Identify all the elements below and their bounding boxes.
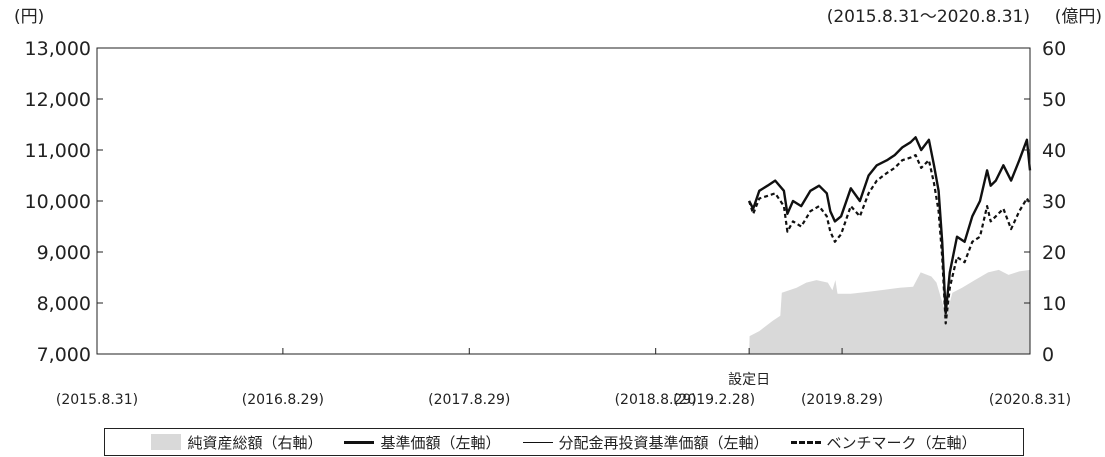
series-line-2 (748, 136, 1031, 314)
x-tick-label: (2018.8.29) (615, 392, 697, 408)
legend-item-nav: 基準価額（左軸） (344, 432, 501, 453)
legend-item-benchmark: ベンチマーク（左軸） (790, 432, 977, 453)
y-right-tick-label: 10 (1042, 293, 1066, 315)
labels-layer: 7,000 8,000 9,000 10,000 11,000 12,000 13,000 0… (14, 7, 1102, 408)
y-left-tick-label: 13,000 (25, 38, 91, 60)
x-tick-label: (2017.8.29) (428, 392, 510, 408)
legend-swatch-benchmark (790, 440, 821, 444)
y-right-tick-label: 60 (1042, 38, 1066, 60)
unit-right-label: (億円) (1055, 7, 1102, 27)
chart: 7,000 8,000 9,000 10,000 11,000 12,000 13,000 0… (14, 7, 1102, 408)
axes-layer (96, 47, 1031, 355)
x-tick-label: (2019.8.29) (801, 392, 883, 408)
line-series-layer (748, 136, 1032, 325)
inception-label: 設定日 (728, 372, 770, 388)
legend-label-benchmark: ベンチマーク（左軸） (826, 433, 977, 452)
x-tick-label: (2016.8.29) (242, 392, 324, 408)
y-left-tick-label: 10,000 (25, 191, 91, 213)
legend-swatch-reinvested-nav (522, 441, 553, 443)
y-right-tick-label: 30 (1042, 191, 1066, 213)
legend-label-reinvested-nav: 分配金再投資基準価額（左軸） (558, 433, 769, 452)
x-tick-label: (2019.2.28) (673, 392, 755, 408)
y-left-tick-label: 7,000 (37, 344, 91, 366)
series-line-3 (748, 154, 1031, 325)
y-right-tick-label: 50 (1042, 89, 1066, 111)
series-area-net-assets (749, 269, 1030, 354)
y-left-tick-label: 9,000 (37, 242, 91, 264)
y-left-tick-label: 8,000 (37, 293, 91, 315)
legend-item-net-assets: 純資産総額（右軸） (151, 432, 322, 453)
y-left-tick-label: 12,000 (25, 89, 91, 111)
legend-label-nav: 基準価額（左軸） (380, 433, 501, 452)
legend-swatch-net-assets (151, 434, 182, 450)
period-label: (2015.8.31～2020.8.31) (827, 7, 1030, 27)
y-right-tick-label: 0 (1042, 344, 1054, 366)
net-assets-area-layer (749, 269, 1030, 354)
y-right-tick-label: 40 (1042, 140, 1066, 162)
y-right-tick-label: 20 (1042, 242, 1066, 264)
unit-left-label: (円) (14, 7, 44, 27)
legend-label-net-assets: 純資産総額（右軸） (187, 433, 323, 452)
y-left-tick-label: 11,000 (25, 140, 91, 162)
x-tick-label: (2020.8.31) (989, 392, 1071, 408)
x-tick-label: (2015.8.31) (56, 392, 138, 408)
legend-swatch-nav (344, 440, 375, 444)
legend-item-reinvested-nav: 分配金再投資基準価額（左軸） (522, 432, 769, 453)
legend: 純資産総額（右軸） 基準価額（左軸） 分配金再投資基準価額（左軸） ベンチマーク… (104, 428, 1024, 456)
